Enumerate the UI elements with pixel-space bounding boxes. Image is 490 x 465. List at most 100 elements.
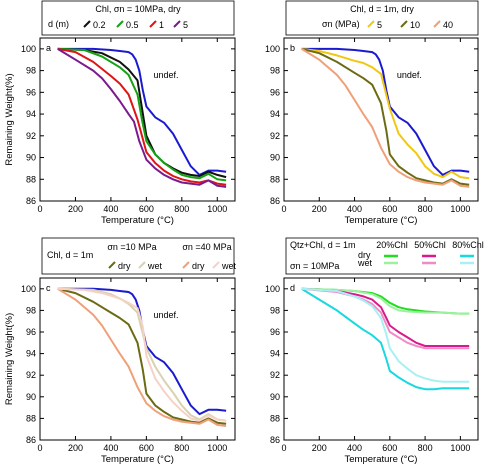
legend-entry: dry: [118, 261, 131, 271]
undef-annotation: undef.: [153, 70, 178, 80]
panel-a: 0 200 400 600 800 1000 86 88 90 92 94 96 98 100 Temper…: [4, 37, 236, 226]
x-tick-label: 0: [281, 443, 286, 453]
legend-swatch: [400, 20, 408, 28]
y-tick-label: 94: [270, 109, 280, 119]
x-tick-label: 0: [37, 443, 42, 453]
series-line: [57, 47, 227, 182]
legend-d: Qtz+Chl, d = 1m σn = 10MPa 20%Chl 50%Chl 80%…: [285, 237, 484, 275]
legend-title: Chl, d = 1m: [47, 250, 93, 260]
x-tick-label: 600: [139, 204, 154, 214]
y-tick-label: 86: [26, 435, 36, 445]
plot-frame: [283, 37, 479, 202]
series-line: [57, 287, 227, 422]
x-tick-label: 400: [347, 204, 362, 214]
legend-swatch: [433, 20, 441, 28]
y-tick-label: 90: [270, 153, 280, 163]
legend-prefix: d (m): [48, 19, 69, 29]
panel-c: 0 200 400 600 800 1000 86 88 90 92 94 96 98 100 Temper…: [4, 277, 236, 465]
legend-a: Chl, σn = 10MPa, dry d (m) 0.2 0.5 1 5: [41, 0, 235, 36]
panel-d: 0 200 400 600 800 1000 86 88 90 92 94 96 98 100 Temper…: [265, 277, 479, 465]
series-line: [301, 48, 470, 188]
plot-frame: [39, 277, 236, 441]
panel-letter: a: [46, 43, 51, 53]
series-line: [301, 47, 470, 180]
x-tick-label: 200: [312, 204, 327, 214]
legend-entry: 40: [443, 20, 453, 30]
plot-frame: [283, 277, 479, 441]
y-tick-label: 98: [26, 305, 36, 315]
y-tick-label: 100: [21, 284, 36, 294]
legend-entry: 10: [410, 20, 420, 30]
legend-entry: 1: [159, 20, 164, 30]
y-tick-label: 100: [265, 284, 280, 294]
x-tick-label: 1000: [207, 204, 227, 214]
y-tick-label: 96: [26, 327, 36, 337]
legend-group-0: 20%Chl: [376, 240, 408, 250]
legend-frame: [41, 0, 235, 36]
x-tick-label: 200: [68, 443, 83, 453]
legend-entry: wet: [221, 261, 237, 271]
legend-title-2: σn = 10MPa: [290, 261, 339, 271]
y-tick-label: 94: [26, 109, 36, 119]
legend-swatch: [367, 20, 375, 28]
x-tick-label: 800: [174, 443, 189, 453]
x-tick-label: 200: [312, 443, 327, 453]
legend-dry-label: dry: [358, 250, 371, 260]
legend-entry: 0.2: [93, 20, 106, 30]
legend-frame: [285, 0, 479, 36]
series-line: [301, 287, 470, 315]
legend-prefix: σn (MPa): [322, 19, 360, 29]
x-tick-label: 400: [347, 443, 362, 453]
undef-annotation: undef.: [153, 310, 178, 320]
y-tick-label: 96: [270, 87, 280, 97]
legend-group-40mpa: σn =40 MPa: [182, 242, 231, 252]
x-axis-label: Temperature (°C): [101, 454, 174, 465]
y-axis-label: Remaining Weight(%): [4, 313, 15, 405]
y-tick-label: 92: [26, 131, 36, 141]
undef-annotation: undef.: [397, 70, 422, 80]
x-tick-label: 0: [281, 204, 286, 214]
legend-swatch: [108, 261, 116, 269]
y-tick-label: 94: [26, 349, 36, 359]
series-line: [301, 287, 470, 350]
legend-frame: [41, 237, 235, 275]
legend-group-2: 80%Chl: [452, 240, 484, 250]
legend-title: Chl, σn = 10MPa, dry: [95, 4, 181, 14]
x-tick-label: 800: [418, 443, 433, 453]
y-tick-label: 90: [26, 153, 36, 163]
panel-letter: d: [290, 283, 295, 293]
legend-swatch: [116, 20, 124, 28]
x-tick-label: 400: [103, 443, 118, 453]
y-tick-label: 88: [26, 413, 36, 423]
series-line: [57, 47, 227, 186]
x-tick-label: 0: [37, 204, 42, 214]
y-tick-label: 90: [270, 392, 280, 402]
legend-title: Qtz+Chl, d = 1m: [290, 240, 356, 250]
legend-entry: 0.5: [126, 20, 139, 30]
x-tick-label: 600: [382, 443, 397, 453]
series-line: [57, 47, 227, 179]
series-line: [301, 287, 470, 347]
legend-entry: dry: [192, 261, 205, 271]
x-tick-label: 600: [139, 443, 154, 453]
x-tick-label: 1000: [450, 443, 470, 453]
series-line: [57, 48, 227, 188]
x-tick-label: 1000: [207, 443, 227, 453]
y-tick-label: 86: [270, 435, 280, 445]
y-tick-label: 98: [270, 66, 280, 76]
y-tick-label: 94: [270, 349, 280, 359]
legend-entry: 5: [377, 20, 382, 30]
legend-swatch: [83, 20, 91, 28]
y-tick-label: 100: [21, 44, 36, 54]
legend-c: Chl, d = 1m σn =10 MPa σn =40 MPa dry wet dry…: [41, 237, 237, 275]
legend-swatch: [149, 20, 157, 28]
series-line: [301, 47, 470, 186]
y-tick-label: 90: [26, 392, 36, 402]
x-tick-label: 800: [418, 204, 433, 214]
legend-entry: 5: [183, 20, 188, 30]
legend-group-10mpa: σn =10 MPa: [107, 242, 156, 252]
x-tick-label: 400: [103, 204, 118, 214]
legend-swatch: [182, 261, 190, 269]
series-line: [57, 287, 227, 425]
